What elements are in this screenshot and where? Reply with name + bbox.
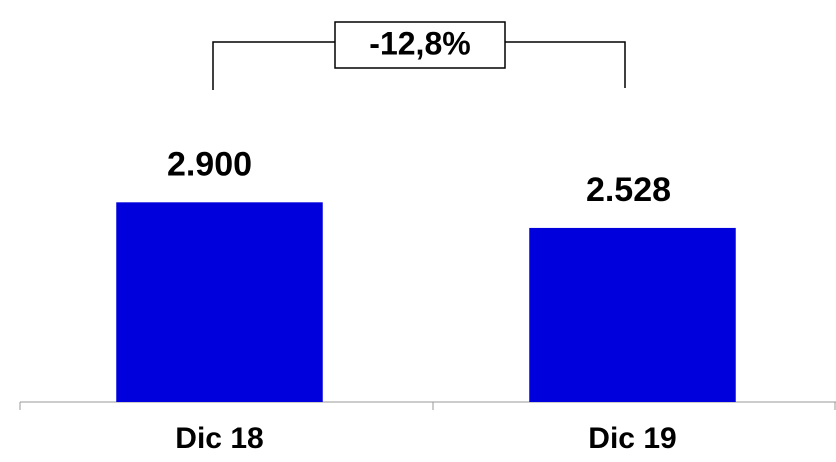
bar	[116, 202, 323, 402]
x-tick-label: Dic 19	[588, 422, 676, 455]
annotation-box	[334, 21, 506, 69]
annotation: -12,8%	[369, 25, 470, 61]
change-bracket	[212, 21, 626, 90]
bracket-left	[212, 41, 335, 90]
bracket-right	[505, 41, 626, 88]
bar	[529, 227, 736, 402]
x-tick-label: Dic 18	[175, 422, 263, 455]
value-label: 2.528	[586, 171, 671, 209]
value-label: 2.900	[167, 145, 252, 183]
x-axis	[19, 401, 836, 410]
